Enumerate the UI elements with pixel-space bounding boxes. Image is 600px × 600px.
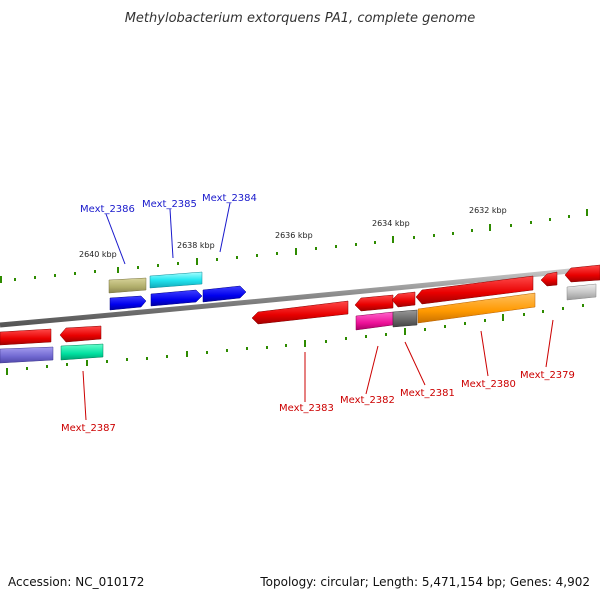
gene-arrow-mext-2381[interactable] [391,291,416,308]
gene-arrow-mext-2386[interactable] [108,277,147,294]
scale-label: 2632 kbp [469,206,507,215]
genome-backbone [0,265,600,328]
gene-arrow-mext-2380-b[interactable] [417,292,536,324]
gene-label-mext-2382[interactable]: Mext_2382 [340,395,395,406]
forward-strand-genes [108,264,600,311]
scale-ring-inner [6,304,584,375]
accession-text: Accession: NC_010172 [8,575,144,589]
gene-arrow-mext-2385-b[interactable] [150,289,203,307]
gene-arrow-mext-2382[interactable] [354,294,394,312]
leader-lines [82,202,554,421]
map-title: Methylobacterium extorquens PA1, complet… [125,11,476,26]
gene-label-mext-2381[interactable]: Mext_2381 [400,388,455,399]
gene-arrow-mext-2378-red[interactable] [564,264,600,283]
gene-arrow-mext-2382-b[interactable] [355,311,394,331]
gene-labels: Mext_2386 Mext_2385 Mext_2384 Mext_2387 … [61,193,575,434]
gene-arrow-mext-2380[interactable] [415,275,534,305]
gene-label-mext-2385[interactable]: Mext_2385 [142,199,197,210]
gene-label-mext-2386[interactable]: Mext_2386 [80,204,135,215]
gene-label-mext-2380[interactable]: Mext_2380 [461,379,516,390]
scale-label: 2634 kbp [372,219,410,228]
gene-label-mext-2379[interactable]: Mext_2379 [520,370,575,381]
scale-labels: 2640 kbp 2638 kbp 2636 kbp 2634 kbp 2632… [79,206,507,259]
scale-label: 2640 kbp [79,250,117,259]
gene-arrow-mext-2379-red[interactable] [540,271,558,287]
gene-arrow-mext-2388-b[interactable] [0,346,54,364]
gene-arrow-mext-2387[interactable] [59,325,102,343]
gene-label-mext-2383[interactable]: Mext_2383 [279,403,334,414]
gene-arrow-mext-2381-b[interactable] [392,309,418,328]
gene-arrow-mext-2378-gray[interactable] [566,283,597,301]
scale-label: 2636 kbp [275,231,313,240]
topology-text: Topology: circular; Length: 5,471,154 bp… [259,575,590,589]
gene-label-mext-2387[interactable]: Mext_2387 [61,423,116,434]
gene-arrow-mext-2387-b[interactable] [60,343,104,361]
gene-arrow-mext-2383[interactable] [251,300,349,325]
gene-arrow-mext-2388[interactable] [0,328,52,346]
scale-ring-outer [0,209,588,283]
gene-arrow-mext-2384[interactable] [202,285,247,303]
scale-label: 2638 kbp [177,241,215,250]
reverse-strand-genes [0,275,536,364]
gene-arrow-mext-2385[interactable] [149,271,203,289]
gene-label-mext-2384[interactable]: Mext_2384 [202,193,257,204]
gene-arrow-mext-2385-cds[interactable] [109,295,147,311]
